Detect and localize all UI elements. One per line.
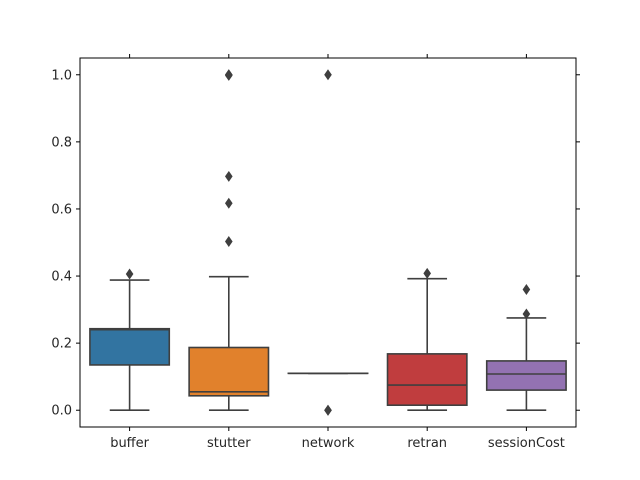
box-retran <box>386 353 468 406</box>
y-tick-label: 0.8 <box>51 135 72 150</box>
x-tick-label: network <box>302 436 355 451</box>
y-tick-label: 0.0 <box>51 404 72 419</box>
y-tick-label: 0.2 <box>51 337 72 352</box>
outlier-point <box>522 308 531 320</box>
box-group-sessionCost <box>485 283 567 412</box>
box-stutter <box>188 346 270 397</box>
outlier-point <box>224 69 233 81</box>
outlier-point <box>224 197 233 209</box>
x-tick-label: buffer <box>110 436 149 451</box>
y-tick-label: 0.6 <box>51 202 72 217</box>
x-tick-label: stutter <box>207 436 251 451</box>
y-tick-label: 1.0 <box>51 68 72 83</box>
box-sessionCost <box>485 360 567 391</box>
box-group-buffer <box>89 268 171 412</box>
outlier-point <box>324 69 332 81</box>
y-tick-label: 0.4 <box>51 270 72 285</box>
box-group-network <box>287 69 369 416</box>
x-tick-label: retran <box>407 436 447 451</box>
outlier-point <box>423 267 432 279</box>
outlier-point <box>324 404 332 416</box>
outlier-point <box>522 283 531 295</box>
outlier-point <box>224 236 233 247</box>
x-tick-label: sessionCost <box>488 436 565 451</box>
box-group-retran <box>386 267 468 412</box>
outlier-point <box>224 170 233 182</box>
outlier-point <box>125 268 134 280</box>
box-buffer <box>89 327 171 366</box>
box-group-stutter <box>188 69 270 412</box>
